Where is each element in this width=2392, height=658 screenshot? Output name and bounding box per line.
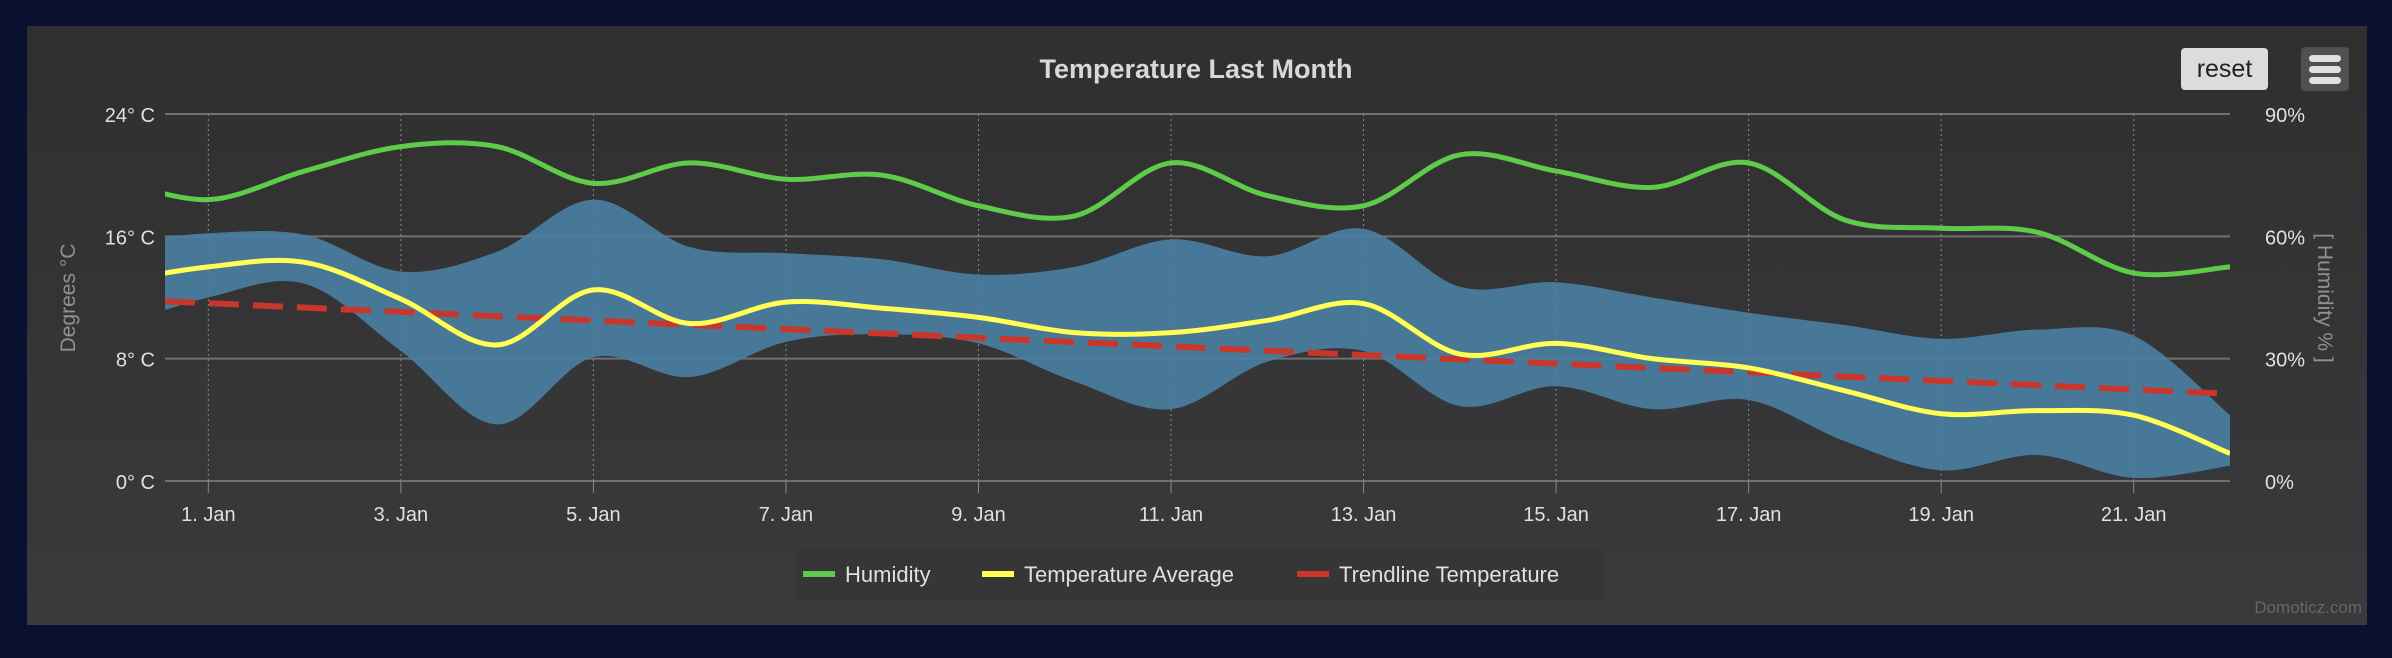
- x-tick-label: 15. Jan: [1523, 504, 1589, 526]
- x-tick-label: 13. Jan: [1331, 504, 1397, 526]
- hamburger-menu-icon: [2309, 55, 2341, 62]
- x-tick-label: 19. Jan: [1908, 504, 1974, 526]
- y-right-tick-label: 60%: [2265, 227, 2305, 249]
- credits-link[interactable]: Domoticz.com: [2254, 598, 2362, 617]
- legend-trendline-temperature[interactable]: Trendline Temperature: [1339, 562, 1559, 587]
- legend-humidity[interactable]: Humidity: [845, 562, 931, 587]
- x-tick-label: 11. Jan: [1139, 504, 1203, 526]
- legend-temperature-average[interactable]: Temperature Average: [1024, 562, 1234, 587]
- temperature-average-line: [165, 257, 2230, 456]
- legend-humidity-symbol: [803, 571, 835, 577]
- humidity-line: [165, 140, 2230, 278]
- hamburger-line: [2309, 66, 2341, 73]
- y-right-tick-label: 90%: [2265, 105, 2305, 127]
- legend-temperature-average-symbol: [982, 571, 1014, 577]
- y-left-tick-label: 24° C: [105, 105, 155, 127]
- y-left-axis-title: Degrees °C: [57, 244, 80, 353]
- y-left-tick-label: 8° C: [116, 350, 155, 372]
- chart-title: Temperature Last Month: [1039, 54, 1352, 84]
- y-left-tick-label: 16° C: [105, 227, 155, 249]
- x-tick-label: 17. Jan: [1716, 504, 1782, 526]
- y-right-tick-label: 30%: [2265, 350, 2305, 372]
- chart-menu-button[interactable]: [2301, 47, 2349, 91]
- x-tick-label: 7. Jan: [759, 504, 813, 526]
- hamburger-line: [2309, 77, 2341, 84]
- x-tick-label: 3. Jan: [374, 504, 428, 526]
- x-tick-label: 9. Jan: [951, 504, 1005, 526]
- legend-trendline-temperature-symbol: [1297, 571, 1329, 577]
- legend-box: [795, 548, 1605, 600]
- y-left-tick-label: 0° C: [116, 472, 155, 494]
- y-right-tick-label: 0%: [2265, 472, 2294, 494]
- x-tick-label: 21. Jan: [2101, 504, 2167, 526]
- y-right-axis-title: [ Humidity % ]: [2313, 233, 2336, 363]
- x-tick-label: 5. Jan: [566, 504, 620, 526]
- x-tick-label: 1. Jan: [181, 504, 235, 526]
- reset-zoom-button[interactable]: reset: [2181, 48, 2268, 90]
- temperature-range-area: [165, 199, 2230, 479]
- trendline-temperature: [165, 298, 2230, 397]
